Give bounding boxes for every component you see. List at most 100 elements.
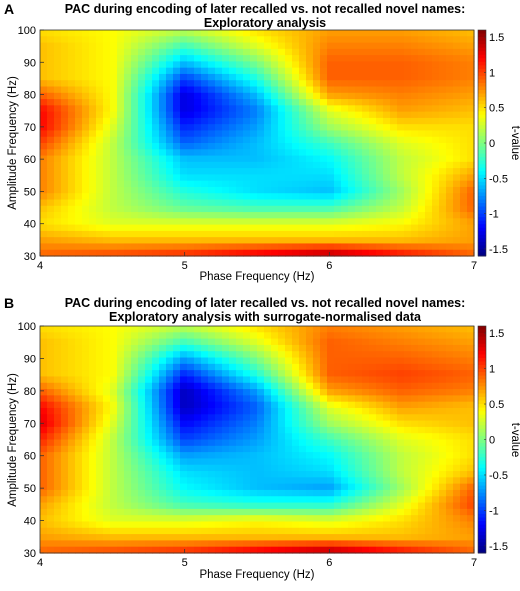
heatmap-cell <box>453 55 461 62</box>
heatmap-cell <box>61 36 69 44</box>
heatmap-cell <box>236 376 244 384</box>
heatmap-cell <box>54 414 62 422</box>
heatmap-cell <box>124 111 132 119</box>
heatmap-cell <box>327 363 335 371</box>
heatmap-cell <box>278 445 286 453</box>
heatmap-cell <box>278 502 286 510</box>
heatmap-cell <box>208 111 216 119</box>
heatmap-cell <box>124 433 132 441</box>
heatmap-cell <box>110 326 118 333</box>
heatmap-cell <box>173 382 181 390</box>
heatmap-cell <box>369 515 377 523</box>
heatmap-cell <box>166 401 174 409</box>
heatmap-cell <box>390 212 398 219</box>
heatmap-cell <box>194 464 202 472</box>
heatmap-cell <box>390 502 398 510</box>
heatmap-cell <box>54 55 62 62</box>
heatmap-cell <box>138 401 146 409</box>
heatmap-cell <box>341 205 349 213</box>
heatmap-cell <box>257 464 265 472</box>
heatmap-cell <box>271 496 279 504</box>
heatmap-cell <box>313 534 321 541</box>
heatmap-cell <box>369 546 377 554</box>
heatmap-cell <box>110 243 118 251</box>
heatmap-cell <box>418 332 426 340</box>
heatmap-cell <box>418 351 426 359</box>
heatmap-cell <box>75 199 83 207</box>
heatmap-cell <box>103 344 111 352</box>
heatmap-cell <box>61 67 69 75</box>
panel-b-plot-frame <box>39 325 475 554</box>
heatmap-cell <box>159 483 167 491</box>
heatmap-cell <box>264 161 272 169</box>
heatmap-cell <box>222 230 230 238</box>
heatmap-cell <box>145 243 153 251</box>
heatmap-cell <box>467 199 475 207</box>
heatmap-cell <box>117 414 125 422</box>
heatmap-cell <box>68 92 76 100</box>
heatmap-cell <box>75 161 83 169</box>
heatmap-cell <box>61 452 69 460</box>
heatmap-cell <box>257 445 265 453</box>
heatmap-cell <box>411 36 419 44</box>
heatmap-cell <box>404 73 412 81</box>
heatmap-cell <box>285 42 293 50</box>
heatmap-cell <box>278 36 286 44</box>
heatmap-cell <box>96 351 104 359</box>
heatmap-cell <box>425 389 433 396</box>
heatmap-cell <box>285 124 293 132</box>
heatmap-cell <box>236 99 244 106</box>
heatmap-cell <box>453 363 461 371</box>
heatmap-cell <box>47 111 55 119</box>
heatmap-cell <box>180 193 188 201</box>
heatmap-cell <box>180 382 188 390</box>
heatmap-cell <box>397 111 405 119</box>
heatmap-cell <box>166 80 174 88</box>
heatmap-cell <box>425 92 433 100</box>
heatmap-cell <box>159 155 167 163</box>
heatmap-cell <box>271 370 279 378</box>
heatmap-cell <box>215 161 223 169</box>
heatmap-cell <box>460 382 468 390</box>
heatmap-cell <box>369 237 377 245</box>
heatmap-cell <box>215 338 223 346</box>
heatmap-cell <box>453 48 461 56</box>
heatmap-cell <box>138 426 146 434</box>
y-tick-label: 40 <box>24 219 36 231</box>
heatmap-cell <box>75 414 83 422</box>
heatmap-cell <box>40 180 48 188</box>
heatmap-cell <box>369 99 377 106</box>
heatmap-cell <box>369 433 377 441</box>
heatmap-cell <box>124 395 132 403</box>
heatmap-cell <box>285 540 293 548</box>
heatmap-cell <box>250 67 258 75</box>
heatmap-cell <box>61 230 69 238</box>
heatmap-cell <box>264 224 272 232</box>
heatmap-cell <box>75 99 83 106</box>
heatmap-cell <box>376 401 384 409</box>
heatmap-cell <box>439 401 447 409</box>
heatmap-cell <box>124 376 132 384</box>
heatmap-cell <box>376 149 384 157</box>
heatmap-cell <box>369 243 377 251</box>
heatmap-cell <box>131 80 139 88</box>
heatmap-cell <box>383 136 391 144</box>
heatmap-cell <box>250 540 258 548</box>
heatmap-cell <box>152 496 160 504</box>
heatmap-cell <box>145 48 153 56</box>
heatmap-cell <box>460 161 468 169</box>
heatmap-cell <box>250 389 258 396</box>
heatmap-cell <box>173 111 181 119</box>
heatmap-cell <box>250 218 258 226</box>
heatmap-cell <box>439 471 447 478</box>
heatmap-cell <box>173 224 181 232</box>
heatmap-cell <box>173 420 181 428</box>
heatmap-cell <box>250 130 258 138</box>
heatmap-cell <box>250 534 258 541</box>
heatmap-cell <box>327 426 335 434</box>
heatmap-cell <box>257 48 265 56</box>
heatmap-cell <box>432 401 440 409</box>
heatmap-cell <box>327 92 335 100</box>
colorbar-swatch <box>478 343 486 348</box>
heatmap-cell <box>117 407 125 415</box>
